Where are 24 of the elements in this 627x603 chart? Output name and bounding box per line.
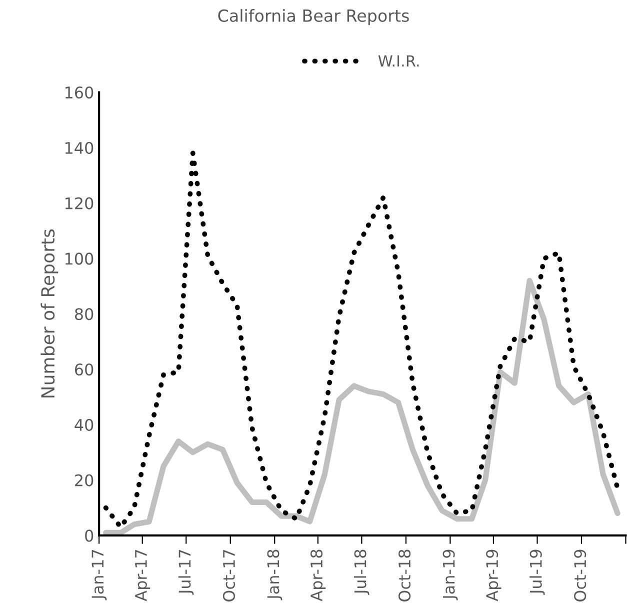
- x-tick-label: Jan-19: [442, 550, 458, 600]
- x-tick-label: Apr-17: [135, 550, 150, 602]
- y-tick-label: 100: [65, 252, 94, 265]
- x-tick-label: Apr-19: [486, 550, 502, 602]
- y-tick-label: 160: [65, 86, 94, 99]
- x-tick-label: Jan-18: [267, 550, 282, 600]
- y-tick-label: 120: [65, 197, 94, 210]
- y-tick-label: 140: [65, 142, 94, 154]
- y-tick-label: 60: [74, 363, 94, 376]
- y-tick-label: 0: [85, 530, 94, 542]
- x-tick-label: Jul-17: [178, 550, 194, 595]
- legend-label: W.I.R.: [378, 55, 419, 66]
- y-tick-label: 40: [74, 418, 94, 431]
- x-tick-label: Oct-18: [398, 550, 411, 602]
- x-tick-label: Apr-18: [310, 550, 326, 602]
- x-tick-label: Jul-19: [530, 550, 545, 595]
- y-axis-title: Number of Reports: [40, 229, 58, 398]
- y-tick-label: 20: [75, 474, 94, 486]
- y-tick-label: 80: [74, 308, 94, 320]
- x-tick-label: Jan-17: [92, 550, 107, 600]
- chart-title: California Bear Reports: [218, 9, 409, 26]
- x-tick-label: Jul-18: [354, 550, 370, 595]
- x-tick-label: Oct-19: [574, 550, 586, 602]
- x-tick-label: Oct-17: [222, 550, 236, 602]
